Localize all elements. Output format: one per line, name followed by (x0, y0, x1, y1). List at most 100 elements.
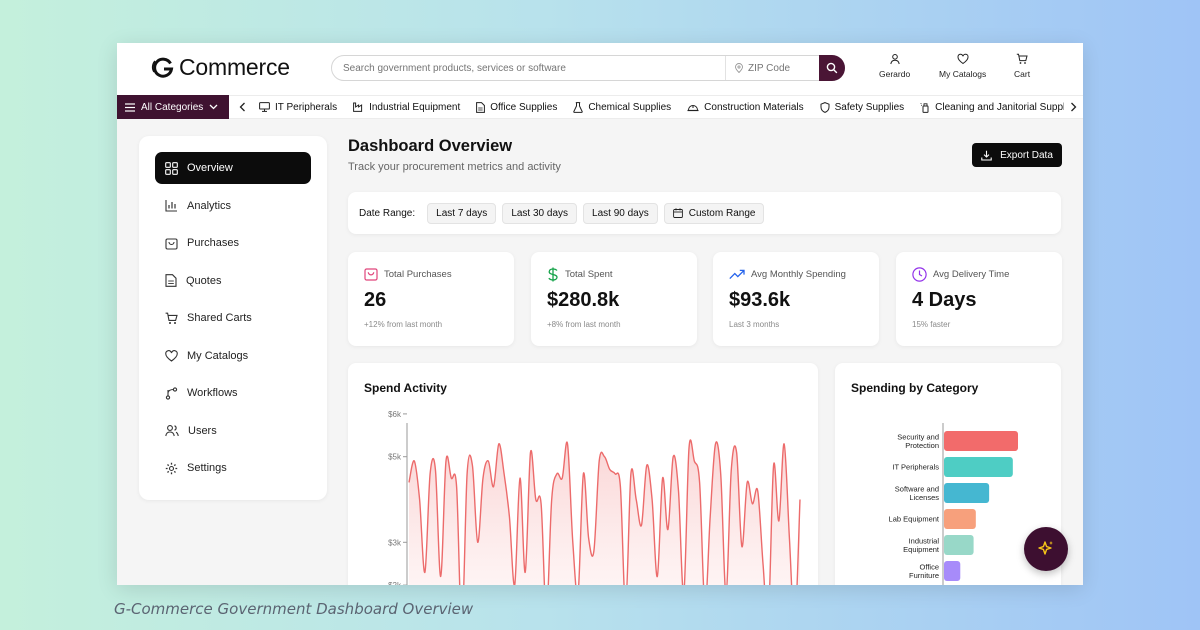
sidebar-item-analytics[interactable]: Analytics (155, 190, 311, 222)
category-it-peripherals[interactable]: IT Peripherals (259, 102, 337, 113)
chevron-right-icon (1070, 102, 1076, 112)
sidebar-item-quotes[interactable]: Quotes (155, 265, 311, 297)
download-icon (981, 150, 992, 161)
ai-assistant-button[interactable] (1024, 527, 1068, 571)
menu-icon (125, 102, 135, 112)
document-icon (476, 101, 486, 113)
sidebar-item-label: My Catalogs (187, 349, 249, 362)
date-range-bar: Date Range: Last 7 days Last 30 days Las… (348, 192, 1061, 234)
clock-icon (912, 266, 927, 282)
category-label: Construction Materials (704, 101, 804, 113)
sidebar-item-label: Shared Carts (187, 312, 252, 324)
category-cleaning-janitorial[interactable]: Cleaning and Janitorial Supplies (920, 102, 1064, 113)
category-safety-supplies[interactable]: Safety Supplies (820, 101, 905, 113)
category-label: Safety Supplies (834, 101, 905, 113)
category-scroll-right[interactable] (1064, 102, 1082, 112)
zip-input[interactable] (748, 62, 818, 74)
category-label: Office Furniture (909, 562, 939, 580)
category-chemical-supplies[interactable]: Chemical Supplies (573, 102, 671, 113)
category-label: Industrial Equipment (903, 536, 940, 554)
stat-label: Avg Monthly Spending (751, 268, 846, 280)
bag-icon (364, 268, 378, 281)
sidebar-item-label: Analytics (187, 199, 232, 212)
stat-card-avg-monthly-spending: Avg Monthly Spending $93.6k Last 3 month… (713, 252, 879, 346)
category-industrial-equipment[interactable]: Industrial Equipment (353, 102, 460, 113)
category-bar[interactable] (944, 483, 990, 503)
export-data-button[interactable]: Export Data (972, 143, 1062, 167)
spend-activity-panel: Spend Activity $6k $5k $3k $2k (348, 363, 818, 585)
dollar-icon (548, 267, 558, 281)
stat-value: 26 (364, 289, 387, 311)
stat-value: 4 Days (912, 289, 977, 311)
category-construction-materials[interactable]: Construction Materials (687, 101, 804, 113)
sidebar-item-label: Workflows (187, 387, 238, 399)
y-tick-label: $5k (388, 453, 402, 462)
bar-chart-icon (165, 200, 177, 212)
date-range-30-days[interactable]: Last 30 days (502, 202, 578, 224)
category-bar[interactable] (944, 457, 1013, 477)
zip-field (725, 56, 819, 80)
heart-icon (165, 349, 178, 362)
my-catalogs-button[interactable]: My Catalogs (939, 53, 986, 79)
date-range-custom[interactable]: Custom Range (663, 202, 765, 224)
sidebar-item-settings[interactable]: Settings (155, 452, 311, 484)
chevron-left-icon (239, 102, 245, 112)
search-button[interactable] (819, 55, 845, 81)
spending-by-category-chart: Security and Protection IT Peripherals Soft… (889, 423, 1018, 585)
search-icon (826, 62, 838, 74)
category-label: Industrial Equipment (369, 101, 461, 113)
cart-button[interactable]: Cart (1014, 53, 1030, 79)
stat-note: +12% from last month (364, 320, 443, 329)
category-bar[interactable] (944, 509, 976, 529)
sidebar-item-users[interactable]: Users (155, 415, 311, 447)
all-categories-button[interactable]: All Categories (117, 95, 229, 119)
sidebar-item-purchases[interactable]: Purchases (155, 227, 311, 259)
category-scroll-left[interactable] (233, 102, 251, 112)
category-bar[interactable] (944, 535, 974, 555)
stat-label: Avg Delivery Time (933, 268, 1010, 280)
category-bar[interactable] (944, 561, 961, 581)
date-range-option-label: Last 30 days (511, 207, 569, 219)
category-label: Chemical Supplies (588, 101, 672, 113)
category-bar[interactable] (944, 431, 1018, 451)
heart-icon (957, 53, 969, 65)
sidebar-item-label: Settings (187, 462, 227, 474)
flask-icon (573, 101, 584, 113)
stat-label: Total Spent (565, 268, 613, 280)
users-icon (165, 425, 179, 437)
date-range-label: Date Range: (359, 207, 416, 219)
cart-icon (1016, 53, 1028, 64)
grid-icon (165, 161, 178, 175)
factory-icon (353, 102, 363, 112)
location-pin-icon (735, 63, 743, 73)
sidebar-item-shared-carts[interactable]: Shared Carts (155, 302, 311, 334)
spend-activity-chart: $6k $5k $3k $2k (388, 410, 801, 585)
shield-icon (820, 101, 830, 113)
page-caption: G-Commerce Government Dashboard Overview (114, 600, 474, 618)
category-label: IT Peripherals (892, 463, 939, 472)
sidebar-item-my-catalogs[interactable]: My Catalogs (155, 340, 311, 372)
logo[interactable]: Commerce (151, 54, 290, 81)
search-input[interactable] (332, 62, 725, 74)
top-header: Commerce Gerardo (117, 43, 1083, 95)
cart-label: Cart (1014, 69, 1031, 79)
stat-label: Total Purchases (384, 268, 452, 280)
sidebar-item-overview[interactable]: Overview (155, 152, 311, 184)
category-label: Software and Licenses (895, 484, 939, 502)
spend-activity-title: Spend Activity (364, 381, 447, 395)
hardhat-icon (687, 104, 699, 111)
export-label: Export Data (1000, 149, 1053, 161)
date-range-7-days[interactable]: Last 7 days (427, 202, 497, 224)
date-range-option-label: Last 7 days (436, 207, 488, 219)
date-range-option-label: Last 90 days (592, 207, 649, 219)
stat-note: Last 3 months (729, 320, 780, 329)
category-office-supplies[interactable]: Office Supplies (476, 102, 557, 113)
cart-icon (165, 312, 178, 324)
sidebar-item-workflows[interactable]: Workflows (155, 377, 311, 409)
logo-text: Commerce (179, 54, 290, 80)
user-icon (889, 54, 900, 65)
stat-note: 15% faster (912, 320, 951, 329)
date-range-90-days[interactable]: Last 90 days (583, 202, 658, 224)
chevron-down-icon (209, 104, 218, 110)
account-button[interactable]: Gerardo (879, 53, 910, 79)
